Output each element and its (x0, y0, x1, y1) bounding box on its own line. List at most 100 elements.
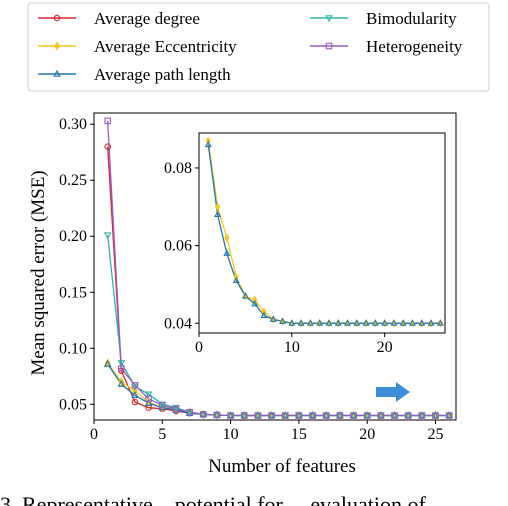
main-data-point-2 (158, 403, 167, 411)
main-data-point-4 (268, 412, 275, 419)
main-y-tick-label: 0.25 (59, 172, 87, 189)
main-y-tick-label: 0.15 (59, 284, 87, 301)
inset-data-point-1 (353, 319, 361, 326)
inset-data-point-1 (288, 319, 296, 326)
legend: Average degree Average Eccentricity Averag… (27, 2, 490, 92)
main-data-point-3 (117, 360, 126, 368)
inset-data-point-1 (418, 319, 426, 326)
inset-data-point-1 (381, 319, 389, 326)
legend-marker (325, 15, 333, 23)
main-data-point-0 (131, 398, 139, 406)
main-data-point-2 (144, 398, 153, 406)
main-x-tick-label: 10 (223, 426, 239, 443)
inset-x-tick-label: 0 (195, 339, 203, 356)
main-x-tick-label: 5 (158, 426, 166, 443)
main-data-point-1 (132, 386, 138, 396)
inset-data-point-1 (344, 319, 352, 326)
main-data-point-4 (145, 395, 152, 402)
y-axis-label: Mean squared error (MSE) (28, 170, 49, 375)
main-y-tick-label: 0.05 (59, 396, 87, 413)
main-data-point-2 (117, 379, 126, 387)
main-data-point-4 (227, 412, 234, 419)
inset-frame (198, 132, 446, 334)
main-data-point-4 (309, 412, 316, 419)
main-x-tick-label: 15 (291, 426, 307, 443)
legend-entry: Average degree (94, 9, 200, 28)
main-data-point-4 (241, 412, 248, 419)
main-x-tick-label: 0 (90, 426, 98, 443)
main-data-point-4 (213, 411, 221, 419)
main-data-point-4 (186, 408, 193, 416)
main-x-tick-label: 20 (359, 426, 375, 443)
main-data-point-3 (158, 401, 167, 409)
main-y-tick-label: 0.20 (59, 228, 87, 245)
figure-caption: 3. Representative... potential for ... e… (0, 492, 426, 506)
inset-data-point-1 (409, 319, 417, 326)
main-x-tick-label: 25 (428, 426, 444, 443)
inset-y-tick-label: 0.06 (164, 238, 192, 255)
inset-data-point-1 (214, 210, 222, 218)
inset-data-point-1 (279, 317, 287, 324)
inset-data-point-1 (325, 319, 333, 326)
inset-data-point-0 (261, 307, 267, 316)
main-data-point-4 (336, 412, 344, 419)
inset-plot: 0 10 20 0.04 0.06 0.08 (164, 132, 446, 356)
main-data-point-3 (172, 404, 180, 412)
inset-data-point-0 (205, 136, 211, 146)
inset-data-point-1 (241, 292, 249, 299)
legend-entry: Bimodularity (366, 9, 457, 28)
inset-x-tick-label: 20 (377, 339, 393, 356)
inset-data-point-1 (269, 315, 277, 322)
inset-data-point-1 (251, 300, 259, 307)
main-data-point-4 (295, 412, 303, 419)
inset-data-point-0 (252, 295, 258, 305)
main-data-point-3 (131, 383, 139, 391)
legend-marker (325, 42, 333, 50)
main-data-point-4 (281, 412, 289, 419)
inset-data-point-1 (334, 319, 342, 326)
inset-data-point-1 (306, 319, 314, 326)
main-data-point-4 (200, 411, 207, 418)
main-data-point-4 (377, 412, 385, 419)
inset-data-point-1 (204, 140, 212, 148)
main-data-point-2 (103, 359, 112, 367)
main-data-point-4 (131, 382, 139, 389)
inset-data-point-0 (233, 272, 239, 281)
main-data-point-4 (254, 412, 262, 419)
legend-entry: Heterogeneity (366, 37, 463, 56)
legend-entry: Average Eccentricity (94, 37, 237, 56)
main-data-point-4 (350, 412, 357, 419)
inset-data-point-1 (390, 319, 398, 326)
inset-data-point-1 (232, 276, 240, 284)
main-data-point-4 (391, 412, 398, 419)
main-data-point-4 (432, 412, 439, 419)
main-data-point-4 (172, 405, 180, 413)
main-data-point-4 (404, 412, 412, 419)
main-data-point-4 (322, 412, 330, 419)
main-data-point-4 (159, 402, 166, 409)
inset-data-point-1 (260, 311, 268, 318)
legend-marker (53, 69, 61, 77)
main-data-point-4 (104, 117, 111, 125)
main-data-point-3 (103, 232, 112, 240)
main-data-point-3 (144, 391, 153, 399)
main-data-point-4 (363, 412, 371, 419)
main-data-point-4 (445, 412, 453, 419)
main-data-point-2 (131, 391, 139, 399)
main-data-point-4 (118, 365, 125, 372)
inset-data-point-1 (399, 319, 407, 326)
inset-data-point-0 (215, 202, 221, 212)
legend-marker (54, 41, 60, 51)
legend-entry: Average path length (94, 65, 231, 84)
inset-x-tick-label: 10 (284, 339, 300, 356)
inset-data-point-1 (316, 319, 324, 326)
inset-y-tick-label: 0.08 (164, 160, 192, 177)
main-y-tick-label: 0.30 (59, 116, 87, 133)
inset-data-point-1 (223, 249, 231, 256)
x-axis-label: Number of features (208, 456, 356, 477)
main-data-point-4 (418, 412, 426, 419)
main-data-point-2 (172, 405, 180, 413)
main-data-point-0 (104, 143, 111, 150)
inset-data-point-1 (297, 319, 305, 326)
